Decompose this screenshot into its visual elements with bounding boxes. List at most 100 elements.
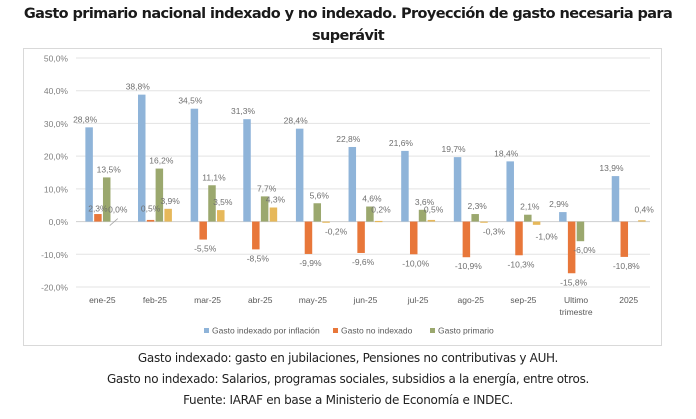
bar-1-feb-25	[138, 94, 146, 222]
x-tick-label: mar-25	[194, 295, 221, 305]
data-label: 16,2%	[149, 156, 174, 166]
chart-frame	[23, 48, 662, 346]
bar-1-jul-25	[401, 150, 409, 222]
data-label: -10,0%	[402, 258, 429, 268]
legend-swatch	[204, 328, 209, 333]
data-label: -9,6%	[352, 257, 375, 267]
data-label: 31,3%	[231, 106, 256, 116]
chart-notes: Gasto indexado: gasto en jubilaciones, P…	[0, 348, 696, 411]
data-label: 18,4%	[494, 148, 519, 158]
bar-1-ene-25	[85, 127, 93, 222]
bar-1-may-25	[295, 128, 304, 222]
bar-3-feb-25	[155, 168, 164, 222]
bar-4-ago-25	[480, 221, 488, 223]
note-indexed-spending: Gasto indexado: gasto en jubilaciones, P…	[137, 351, 559, 365]
data-label: 4,3%	[266, 195, 286, 205]
bar-2-jul-25	[409, 221, 418, 255]
bar-4-sep-25	[532, 221, 541, 225]
bar-3-jul-25	[418, 209, 427, 222]
data-label: 0,4%	[634, 205, 654, 215]
bar-2-abr-25	[252, 221, 260, 250]
data-label: 2,3%	[88, 204, 108, 214]
bar-2-mar-25	[199, 221, 207, 240]
bar-4-abr-25	[269, 207, 278, 222]
bar-1-mar-25	[190, 108, 199, 222]
x-tick-label: ago-25	[458, 295, 485, 305]
data-label: 19,7%	[442, 144, 467, 154]
data-label: 0,5%	[141, 204, 161, 214]
y-tick-label: 10,0%	[44, 184, 69, 194]
x-tick-label: feb-25	[143, 295, 167, 305]
x-tick-label: jun-25	[353, 295, 378, 305]
bar-2-ago-25	[462, 221, 471, 258]
legend-swatch	[430, 328, 435, 333]
legend-label: Gasto no indexado	[341, 326, 413, 336]
x-tick-label: ene-25	[89, 295, 116, 305]
bar-1-ago-25	[453, 157, 462, 222]
x-tick-label: sep-25	[510, 295, 536, 305]
bar-1-2025	[611, 176, 620, 222]
x-tick-label: Ultimo	[564, 295, 588, 305]
bar-3-ene-25	[102, 177, 111, 222]
x-tick-label: abr-25	[248, 295, 273, 305]
data-label: -10,9%	[455, 261, 482, 271]
y-tick-label: 20,0%	[44, 152, 69, 162]
data-label: -15,8%	[560, 277, 587, 287]
data-label: 4,6%	[362, 194, 382, 204]
bar-4-feb-25	[164, 208, 172, 222]
y-tick-label: 30,0%	[44, 119, 69, 129]
bar-4-2025	[638, 220, 646, 222]
x-tick-label: 2025	[619, 295, 638, 305]
data-label: 0,0%	[108, 205, 128, 215]
x-tick-label: jul-25	[407, 295, 429, 305]
data-label: 0,2%	[371, 205, 391, 215]
data-label: -6,0%	[573, 245, 596, 255]
data-label: 0,5%	[424, 205, 444, 215]
chart-title-line-1: Gasto primario nacional indexado y no in…	[23, 6, 673, 44]
legend-swatch	[333, 328, 338, 333]
data-label: 3,9%	[160, 196, 180, 206]
bars	[85, 94, 646, 274]
data-label: 11,1%	[202, 172, 226, 182]
x-axis-ticks: ene-25 feb-25 mar-25 abr-25 may-25 jun-25 jul-…	[89, 295, 638, 317]
data-label: 34,5%	[178, 96, 203, 106]
data-label: 13,9%	[599, 163, 624, 173]
x-tick-label: trimestre	[560, 307, 593, 317]
bar-2-may-25	[304, 221, 313, 254]
data-label: 28,4%	[284, 116, 309, 126]
bar-3-ultimo-trimestre	[576, 221, 585, 242]
bar-1-abr-25	[243, 119, 251, 222]
data-label: 2,3%	[467, 201, 487, 211]
y-axis-ticks: 50,0% 40,0% 30,0% 20,0% 10,0% 0,0% -10,0% -20,0…	[41, 54, 68, 293]
zero-value-leader-line	[109, 218, 119, 226]
legend-label: Gasto primario	[438, 326, 494, 336]
note-non-indexed-spending: Gasto no indexado: Salarios, programas s…	[106, 372, 590, 386]
bar-3-abr-25	[260, 196, 269, 222]
y-tick-label: -10,0%	[41, 250, 68, 260]
data-label: -8,5%	[247, 253, 270, 263]
data-label: 22,8%	[336, 134, 361, 144]
bar-2-2025	[620, 221, 629, 257]
legend: Gasto indexado por inflación Gasto no ind…	[204, 326, 494, 336]
data-label: 3,6%	[415, 197, 435, 207]
bar-3-sep-25	[524, 214, 532, 222]
note-source: Fuente: IARAF en base a Ministerio de Ec…	[183, 393, 513, 407]
data-label: 21,6%	[389, 138, 414, 148]
data-label: -0,3%	[483, 227, 506, 237]
bar-3-mar-25	[208, 185, 216, 222]
bar-3-jun-25	[366, 206, 374, 222]
bar-2-ultimo-trimestre	[567, 221, 576, 274]
data-label: -10,8%	[613, 261, 640, 271]
data-label: 5,6%	[310, 190, 330, 200]
data-label: 38,8%	[126, 82, 151, 92]
x-tick-label: may-25	[299, 295, 328, 305]
data-label: -9,9%	[299, 258, 322, 268]
bar-2-sep-25	[515, 221, 523, 256]
data-label: -10,3%	[508, 259, 535, 269]
data-labels: 28,8% 2,3% 13,5% 0,0% 38,8% 0,5% 16,2% 3,9% 34,5…	[73, 82, 654, 288]
bar-2-jun-25	[357, 221, 365, 253]
bar-1-sep-25	[506, 161, 514, 222]
bar-4-jun-25	[374, 220, 383, 223]
data-label: -1,0%	[535, 232, 558, 242]
